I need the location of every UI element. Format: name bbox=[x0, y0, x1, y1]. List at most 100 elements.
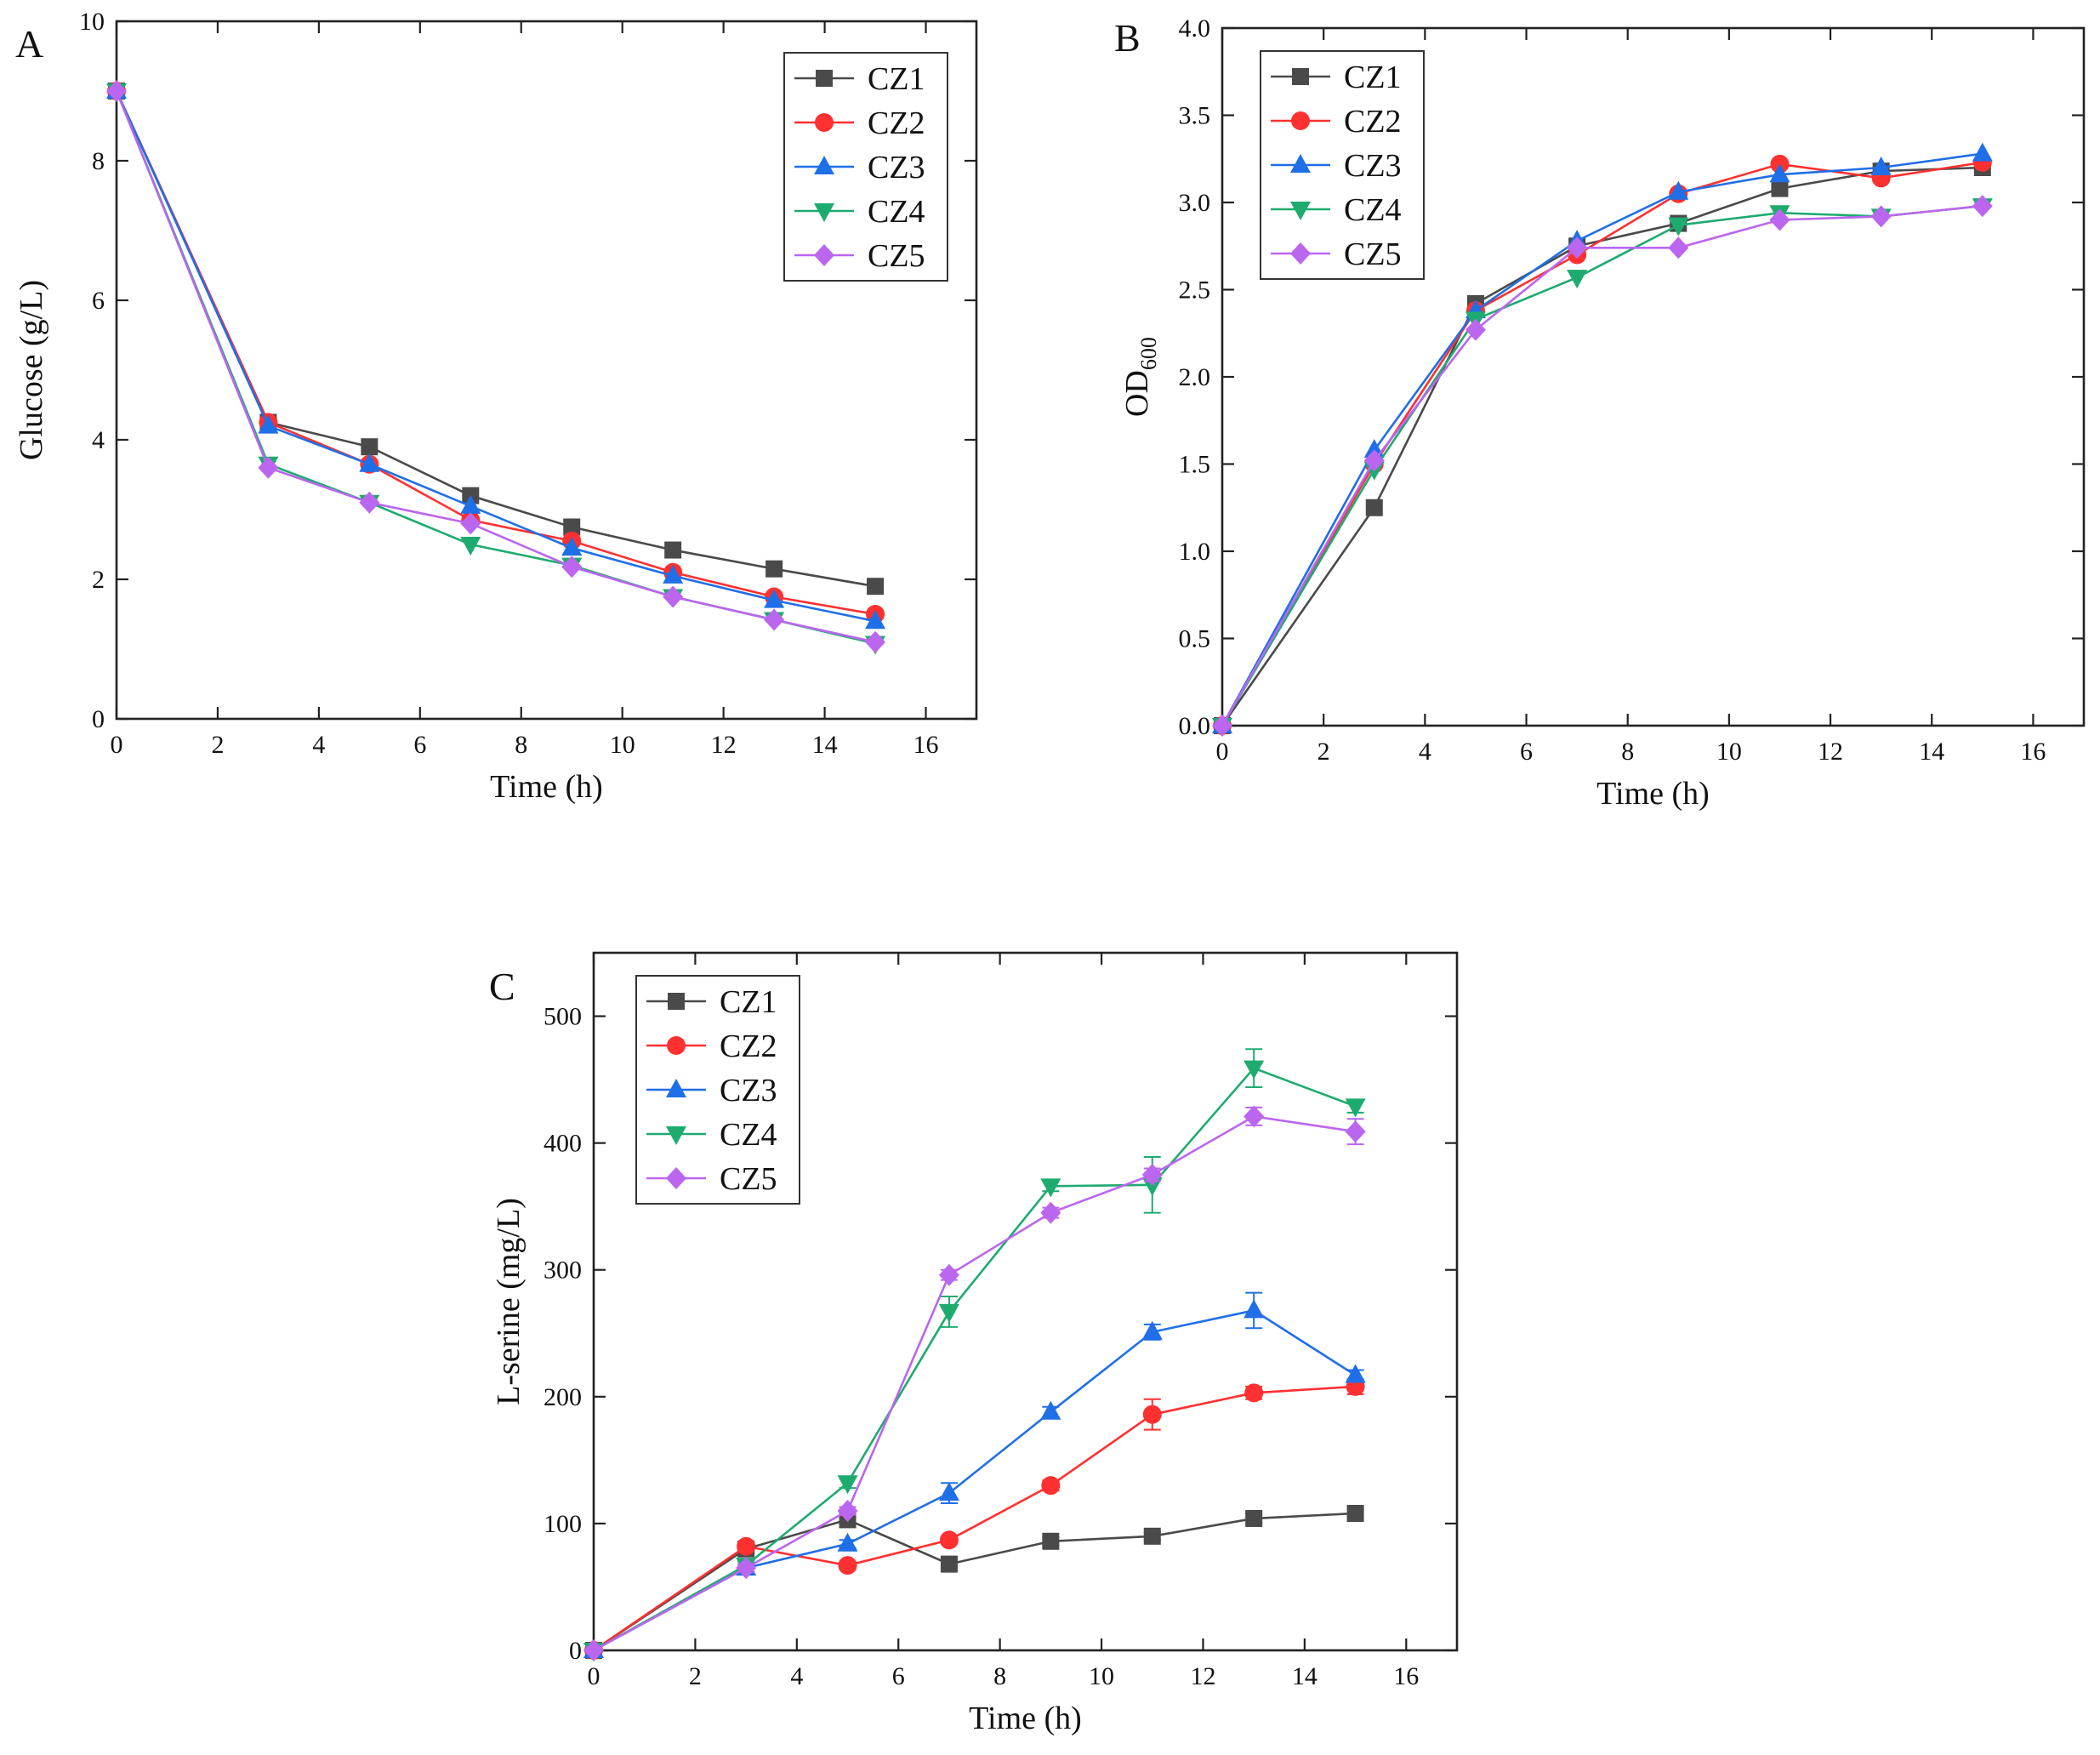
panel-b-letter: B bbox=[1114, 16, 1141, 60]
panel-a-xtick-label: 16 bbox=[913, 731, 939, 759]
panel-b-y-axis-title-subscript: 600 bbox=[1136, 337, 1161, 370]
panel-c-data-point-cz3 bbox=[837, 1532, 858, 1552]
panel-a-data-point-cz1 bbox=[361, 438, 378, 456]
panel-a-legend-item-cz2: CZ2 bbox=[794, 105, 925, 141]
panel-c-legend-label: CZ2 bbox=[720, 1028, 777, 1064]
panel-c-legend-item-cz4: CZ4 bbox=[646, 1117, 777, 1153]
panel-a-data-point-cz1 bbox=[664, 541, 682, 559]
panel-a-series-cz3 bbox=[106, 80, 886, 630]
panel-c-xtick-label: 8 bbox=[993, 1662, 1006, 1690]
panel-a-xtick-label: 6 bbox=[413, 731, 426, 759]
panel-a-legend-marker-cz4 bbox=[814, 203, 834, 222]
panel-c-series-line-cz1 bbox=[593, 1512, 1356, 1652]
panel-a-data-point-cz5 bbox=[460, 512, 481, 535]
panel-c-letter: C bbox=[489, 965, 515, 1008]
panel-b-xtick-label: 2 bbox=[1317, 738, 1330, 766]
panel-c-data-point-cz1 bbox=[1346, 1504, 1364, 1522]
panel-c-legend-item-cz3: CZ3 bbox=[646, 1073, 777, 1108]
panel-c-data-point-cz2 bbox=[939, 1530, 959, 1550]
panel-b-xtick-label: 8 bbox=[1621, 738, 1634, 766]
panel-b-data-point-cz3 bbox=[1668, 180, 1689, 200]
panel-a-legend-marker-cz3 bbox=[814, 156, 834, 174]
panel-a-y-axis-title: Glucose (g/L) bbox=[14, 280, 49, 460]
panel-b-ytick-label: 0.0 bbox=[1179, 712, 1211, 740]
panel-c-data-point-cz1 bbox=[1042, 1532, 1060, 1550]
panel-c-legend-item-cz1: CZ1 bbox=[646, 984, 777, 1020]
panel-b-series-line-cz4 bbox=[1221, 204, 1983, 727]
panel-a-series-line-cz3 bbox=[115, 90, 876, 623]
panel-b-xtick-label: 4 bbox=[1419, 738, 1431, 766]
panel-c-legend-label: CZ3 bbox=[720, 1073, 777, 1108]
panel-c-series-cz2 bbox=[584, 1376, 1365, 1660]
panel-c-data-point-cz4 bbox=[1040, 1178, 1061, 1198]
panel-c-legend-label: CZ4 bbox=[720, 1117, 777, 1153]
panel-c-data-point-cz5 bbox=[1040, 1201, 1061, 1224]
panel-b-legend-marker-cz4 bbox=[1290, 202, 1311, 220]
panel-c-data-point-cz2 bbox=[1142, 1405, 1162, 1424]
panel-c-xtick-label: 10 bbox=[1089, 1662, 1114, 1690]
panel-b-legend-marker-cz3 bbox=[1290, 154, 1311, 173]
panel-a-ytick-label: 10 bbox=[79, 8, 105, 36]
panel-b-ytick-label: 2.5 bbox=[1179, 276, 1211, 305]
panel-c-data-point-cz2 bbox=[737, 1536, 756, 1556]
panel-a-data-point-cz3 bbox=[359, 453, 380, 472]
panel-b-legend-item-cz1: CZ1 bbox=[1271, 60, 1402, 95]
panel-a-data-point-cz3 bbox=[460, 494, 481, 514]
panel-b-data-point-cz5 bbox=[1465, 318, 1486, 341]
panel-a-data-point-cz1 bbox=[765, 560, 783, 578]
panel-a-data-point-cz3 bbox=[865, 610, 886, 630]
panel-c-ytick-label: 0 bbox=[569, 1637, 582, 1665]
panel-a-legend-label: CZ2 bbox=[868, 105, 925, 141]
panel-b-data-point-cz5 bbox=[1668, 236, 1689, 259]
panel-a-legend-label: CZ4 bbox=[868, 194, 925, 230]
panel-b-xtick-label: 12 bbox=[1818, 738, 1843, 766]
panel-b-data-point-cz4 bbox=[1567, 270, 1588, 289]
panel-c-data-point-cz2 bbox=[1244, 1383, 1264, 1403]
panel-a-series-line-cz5 bbox=[115, 90, 876, 644]
panel-a-legend-marker-cz1 bbox=[816, 70, 833, 87]
panel-c-series-line-cz2 bbox=[593, 1385, 1356, 1652]
panel-a-plot-frame bbox=[115, 20, 978, 721]
panel-a-ytick-label: 0 bbox=[92, 705, 105, 733]
panel-b-legend-item-cz2: CZ2 bbox=[1271, 104, 1402, 140]
panel-c-data-point-cz4 bbox=[837, 1475, 858, 1495]
panel-a-data-point-cz1 bbox=[563, 518, 581, 536]
panel-b-data-point-cz5 bbox=[1567, 236, 1588, 259]
panel-b-ytick-label: 2.0 bbox=[1179, 363, 1211, 391]
panel-b-data-point-cz1 bbox=[1365, 499, 1383, 516]
panel-c-legend-label: CZ5 bbox=[720, 1161, 777, 1197]
panel-c-legend: CZ1 CZ2 CZ3 CZ4 CZ5 bbox=[635, 975, 800, 1205]
panel-b-legend-label: CZ5 bbox=[1344, 236, 1402, 272]
panel-a-legend-item-cz3: CZ3 bbox=[794, 150, 925, 185]
panel-c-xtick-label: 2 bbox=[689, 1662, 702, 1690]
panel-b-chart: B 0 2 4 6 8 10 12 14 16 0.0 0.5 1.0 1.5 2.0 2.5 3.0 3.5 4.… bbox=[1114, 14, 2086, 812]
panel-b-data-point-cz4 bbox=[1668, 217, 1689, 236]
panel-b-legend-label: CZ3 bbox=[1344, 148, 1402, 184]
panel-a-legend-marker-cz5 bbox=[814, 244, 834, 266]
panel-c-x-axis-title: Time (h) bbox=[969, 1701, 1082, 1736]
panel-c-ytick-label: 100 bbox=[543, 1510, 582, 1538]
panel-c-data-point-cz4 bbox=[1345, 1098, 1366, 1118]
panel-c-data-point-cz3 bbox=[1243, 1299, 1265, 1319]
panel-c-series-line-cz4 bbox=[593, 1067, 1357, 1652]
panel-b-y-axis-title-main: OD bbox=[1119, 370, 1155, 417]
panel-a-legend: CZ1 CZ2 CZ3 CZ4 CZ5 bbox=[783, 52, 948, 282]
panel-a-data-point-cz3 bbox=[561, 537, 583, 556]
panel-b-data-point-cz5 bbox=[1212, 715, 1232, 737]
panel-a-xtick-label: 10 bbox=[610, 731, 635, 759]
panel-c-data-point-cz5 bbox=[736, 1557, 757, 1580]
panel-a-x-axis-title: Time (h) bbox=[490, 769, 603, 805]
panel-b-xtick-label: 14 bbox=[1919, 738, 1944, 766]
panel-c-data-point-cz1 bbox=[1143, 1527, 1161, 1545]
panel-c-legend-marker-cz3 bbox=[666, 1079, 686, 1097]
panel-b-legend-item-cz4: CZ4 bbox=[1271, 192, 1402, 228]
panel-c-data-point-cz5 bbox=[583, 1639, 604, 1661]
panel-c-data-point-cz5 bbox=[1345, 1120, 1366, 1143]
panel-c-data-point-cz1 bbox=[940, 1555, 958, 1573]
panel-b-legend-marker-cz1 bbox=[1292, 68, 1309, 85]
panel-c-xtick-label: 12 bbox=[1190, 1662, 1215, 1690]
panel-b-data-point-cz5 bbox=[1870, 205, 1892, 228]
panel-c-legend-item-cz5: CZ5 bbox=[646, 1161, 777, 1197]
panel-a-xtick-label: 4 bbox=[312, 731, 325, 759]
